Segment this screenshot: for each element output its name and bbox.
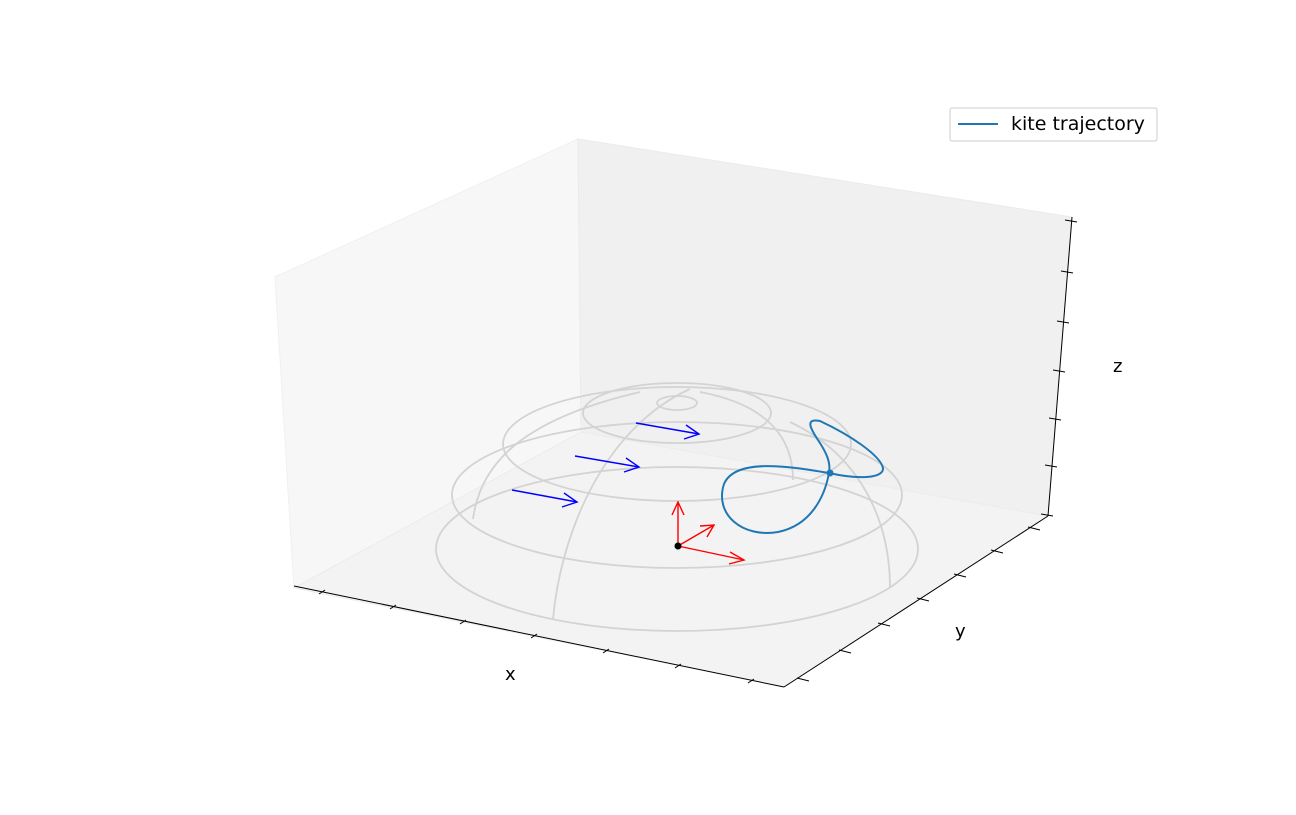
legend: kite trajectory <box>949 107 1158 142</box>
latitude-circle <box>435 466 919 632</box>
x-tick <box>602 648 610 654</box>
wind-arrow <box>635 422 701 440</box>
x-axis-label: x <box>505 664 516 685</box>
kite-position-marker <box>826 469 834 477</box>
kite-trajectory-line <box>721 419 884 534</box>
x-tick <box>747 678 755 684</box>
meridian <box>472 391 641 520</box>
wind-arrows <box>511 422 701 508</box>
y-axis-label: y <box>955 621 966 642</box>
wind-arrow <box>511 489 579 508</box>
y-tick <box>953 573 967 578</box>
z-tick <box>1040 513 1054 517</box>
frame-arrow-x <box>677 545 746 565</box>
latitude-circle <box>502 386 852 502</box>
z-tick <box>1060 270 1074 274</box>
y-tick <box>990 549 1004 554</box>
y-tick <box>1027 526 1041 531</box>
tether-origin-frame <box>671 500 746 565</box>
x-tick <box>459 619 467 625</box>
frame-arrow-y <box>677 524 716 547</box>
legend-box <box>949 107 1158 142</box>
z-axis-label: z <box>1113 356 1122 377</box>
z-tick <box>1048 417 1062 421</box>
latitude-circle <box>582 382 772 444</box>
meridian <box>552 388 691 620</box>
z-tick <box>1064 219 1078 223</box>
z-tick <box>1044 464 1058 468</box>
x-tick <box>318 589 326 595</box>
y-tick <box>796 677 810 682</box>
x-tick <box>674 663 682 669</box>
legend-label: kite trajectory <box>1011 113 1145 135</box>
y-axis-line <box>783 515 1049 688</box>
meridian <box>789 421 891 589</box>
x-axis-line <box>293 585 785 688</box>
kite-trajectory-series <box>721 419 884 534</box>
z-axis-ticks <box>1040 219 1078 517</box>
x-tick <box>389 604 397 610</box>
z-tick <box>1052 369 1066 373</box>
x-tick <box>530 633 538 639</box>
meridian <box>699 391 794 481</box>
y-tick <box>838 649 852 654</box>
frame-arrow-z <box>671 500 685 546</box>
y-axis-ticks <box>796 526 1041 682</box>
z-tick <box>1056 320 1070 324</box>
axes-3d: x y z <box>274 138 1122 688</box>
tether-origin-marker <box>674 542 682 550</box>
latitude-circle <box>451 421 903 569</box>
y-tick <box>877 622 891 627</box>
y-tick <box>916 597 930 602</box>
x-axis-ticks <box>318 589 755 684</box>
hemisphere-wireframe <box>435 382 919 632</box>
wind-arrow <box>574 455 641 473</box>
